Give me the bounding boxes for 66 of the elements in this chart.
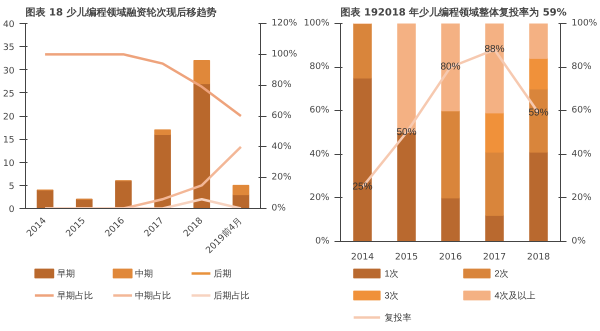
y-tick-label: 15 <box>3 136 14 146</box>
y2-tick-label: 80% <box>272 80 292 90</box>
legend-label: 早期占比 <box>56 290 93 300</box>
legend-label: 中期 <box>135 268 154 278</box>
legend-label: 后期占比 <box>214 290 250 300</box>
y2-tick-label: 80% <box>572 62 592 72</box>
legend-label: 后期 <box>214 268 232 278</box>
y-tick-label: 40 <box>3 20 15 30</box>
legend-label: 2次 <box>494 268 509 278</box>
x-tick-label: 2015 <box>395 252 418 262</box>
bar <box>529 152 548 242</box>
y2-tick-label: 20% <box>272 172 292 183</box>
bar <box>36 190 54 208</box>
bar <box>441 197 460 242</box>
y2-tick-label: 100% <box>572 18 598 28</box>
y-tick-label: 20% <box>309 192 330 203</box>
bar <box>485 24 504 114</box>
y-tick-label: 0% <box>315 236 330 246</box>
y2-tick-label: 40% <box>572 149 592 160</box>
y-tick-label: 40% <box>309 149 330 160</box>
legend-label: 早期 <box>56 268 75 278</box>
bar <box>441 110 460 198</box>
x-tick-label: 2016 <box>439 252 462 262</box>
bar <box>193 60 210 84</box>
y-tick-label: 5 <box>8 182 15 192</box>
legend-label: 中期占比 <box>135 290 172 300</box>
y-tick-label: 20 <box>3 112 15 122</box>
bar <box>353 78 372 242</box>
y-tick-label: 0 <box>8 205 15 215</box>
y2-tick-label: 60% <box>572 106 592 116</box>
x-tick-label: 2017 <box>483 252 506 262</box>
legend-label: 1次 <box>384 268 399 278</box>
y2-tick-label: 0% <box>272 204 286 214</box>
chart-title: 图表 18 少儿编程领域融资轮次现后移趋势 <box>26 6 216 18</box>
y-tick-label: 100% <box>304 18 330 28</box>
y2-tick-label: 60% <box>272 111 292 121</box>
bar <box>441 24 460 112</box>
bar <box>485 152 504 216</box>
y-tick-label: 80% <box>309 62 330 72</box>
bar <box>529 58 548 90</box>
y2-tick-label: 120% <box>272 18 298 28</box>
bar <box>485 112 504 153</box>
legend-label: 3次 <box>384 290 399 300</box>
y2-tick-label: 20% <box>572 192 592 203</box>
y-tick-label: 60% <box>309 106 330 116</box>
bar <box>154 134 171 208</box>
y-tick-label: 35 <box>3 43 14 54</box>
y-tick-label: 30 <box>3 66 15 76</box>
bar <box>232 184 250 196</box>
line-series <box>44 53 242 118</box>
x-tick-label: 2014 <box>351 252 374 262</box>
y-tick-label: 25 <box>3 89 14 100</box>
bar <box>353 24 372 78</box>
bar <box>193 83 210 208</box>
bar <box>529 24 548 59</box>
legend-label: 复投率 <box>384 312 412 322</box>
legend-label: 4次及以上 <box>494 290 536 300</box>
bar <box>154 129 171 135</box>
y2-tick-label: 100% <box>272 49 298 60</box>
bar <box>485 214 504 242</box>
x-tick-label: 2018 <box>527 252 550 262</box>
chart-title: 图表 192018 年少儿编程领域整体复投率为 59% <box>340 6 567 18</box>
y2-tick-label: 40% <box>272 142 292 152</box>
y2-tick-label: 0% <box>572 236 586 246</box>
bar <box>115 180 132 208</box>
y-tick-label: 10 <box>3 158 15 169</box>
